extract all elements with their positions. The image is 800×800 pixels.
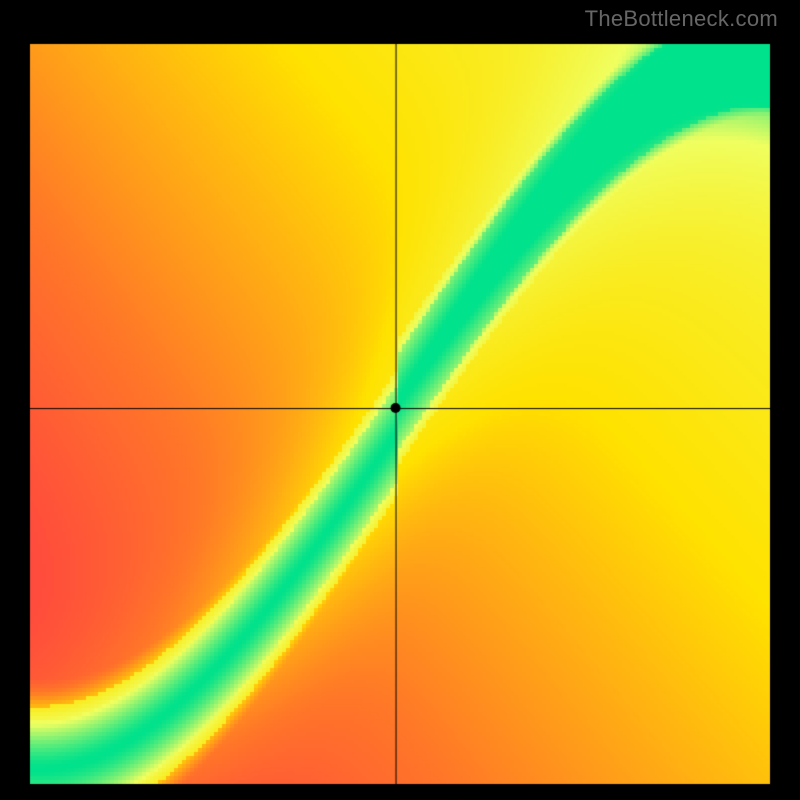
heatmap-plot	[18, 32, 782, 796]
heatmap-canvas	[18, 32, 782, 796]
watermark-label: TheBottleneck.com	[585, 6, 778, 32]
